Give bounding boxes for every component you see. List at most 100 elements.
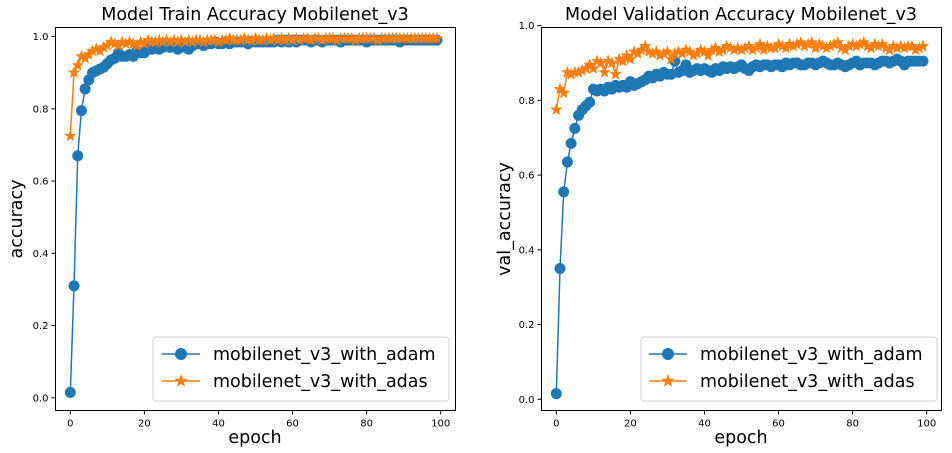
y-tick-label: 0.0 <box>33 393 49 404</box>
data-point <box>716 43 730 56</box>
data-point <box>913 41 926 54</box>
data-point <box>809 41 822 54</box>
data-point <box>208 33 221 46</box>
data-point <box>798 39 811 52</box>
x-tick-label: 100 <box>917 419 936 430</box>
y-tick-label: 0.8 <box>33 104 49 115</box>
legend: mobilenet_v3_with_adam mobilenet_v3_with… <box>152 336 450 402</box>
data-point <box>123 35 136 48</box>
data-point <box>64 386 76 398</box>
data-point <box>650 45 663 58</box>
data-point <box>223 31 236 44</box>
data-point <box>349 33 362 46</box>
data-point <box>653 49 667 61</box>
data-point <box>879 41 893 54</box>
series-mobilenet_v3_with_adam <box>550 53 929 400</box>
data-point <box>572 65 585 78</box>
data-point <box>149 35 162 48</box>
data-point <box>831 35 844 48</box>
data-point <box>668 47 682 59</box>
plot-area <box>64 31 444 398</box>
data-point <box>167 33 181 46</box>
data-point <box>864 41 878 54</box>
data-point <box>872 39 885 52</box>
x-tick-label: 40 <box>698 419 711 430</box>
data-point <box>561 156 573 168</box>
data-point <box>153 33 166 46</box>
data-point <box>79 83 91 95</box>
data-point <box>827 37 841 50</box>
y-tick-label: 0.4 <box>33 249 49 260</box>
y-tick-label: 0.0 <box>519 395 535 406</box>
data-point <box>835 41 848 54</box>
x-tick-label: 20 <box>138 419 151 430</box>
data-point <box>709 41 722 54</box>
x-tick-label: 80 <box>360 419 373 430</box>
data-point <box>894 39 907 52</box>
data-point <box>75 49 88 62</box>
y-tick-label: 0.6 <box>519 171 535 182</box>
data-point <box>558 186 570 198</box>
y-tick-label: 0.2 <box>33 321 49 332</box>
data-point <box>178 35 192 48</box>
data-point <box>839 43 852 56</box>
data-point <box>275 31 288 44</box>
data-point <box>278 33 292 46</box>
chart-title: Model Train Accuracy Mobilenet_v3 <box>101 5 408 25</box>
data-point <box>601 54 615 67</box>
y-tick-label: 0.2 <box>519 320 535 331</box>
x-tick-label: 20 <box>624 419 637 430</box>
data-point <box>212 35 225 48</box>
data-point <box>787 39 800 52</box>
data-point <box>576 63 589 76</box>
data-point <box>779 41 793 54</box>
data-point <box>887 39 900 52</box>
data-point <box>724 41 737 54</box>
legend-label-adas: mobilenet_v3_with_adas <box>700 372 915 392</box>
data-point <box>876 37 889 50</box>
legend-marker-adas <box>174 374 188 387</box>
x-tick-label: 0 <box>553 419 559 430</box>
train-accuracy-chart: Model Train Accuracy Mobilenet_v3 epoch … <box>7 5 456 448</box>
legend-label-adam: mobilenet_v3_with_adam <box>700 345 923 365</box>
data-point <box>587 62 600 74</box>
data-point <box>694 43 707 56</box>
data-point <box>119 37 133 50</box>
data-point <box>138 37 151 50</box>
data-point <box>731 41 744 54</box>
data-point <box>857 35 870 48</box>
data-point <box>624 52 637 65</box>
data-point <box>141 33 155 46</box>
x-tick-label: 0 <box>67 419 73 430</box>
data-point <box>584 96 596 108</box>
data-point <box>68 280 80 292</box>
series-mobilenet_v3_with_adas <box>64 31 444 142</box>
validation-accuracy-chart: Model Validation Accuracy Mobilenet_v3 e… <box>495 5 942 448</box>
data-point <box>371 33 384 46</box>
data-point <box>690 47 704 59</box>
data-point <box>883 43 896 56</box>
data-point <box>301 31 314 44</box>
data-point <box>720 39 733 52</box>
data-point <box>905 39 919 52</box>
data-point <box>683 45 696 58</box>
data-point <box>312 31 325 44</box>
legend-box <box>640 336 938 402</box>
data-point <box>115 35 129 48</box>
x-axis-label: epoch <box>714 428 767 448</box>
legend-label-adam: mobilenet_v3_with_adam <box>213 345 436 365</box>
data-point <box>868 37 882 50</box>
data-point <box>315 33 329 46</box>
data-point <box>108 37 121 50</box>
data-point <box>842 39 856 52</box>
data-point <box>97 40 110 53</box>
data-point <box>698 45 711 58</box>
x-tick-label: 100 <box>431 419 450 430</box>
data-point <box>564 67 578 80</box>
data-point <box>783 37 796 50</box>
data-point <box>286 33 299 46</box>
y-axis-label: val_accuracy <box>495 162 515 276</box>
data-point <box>757 43 770 56</box>
data-point <box>130 39 144 51</box>
